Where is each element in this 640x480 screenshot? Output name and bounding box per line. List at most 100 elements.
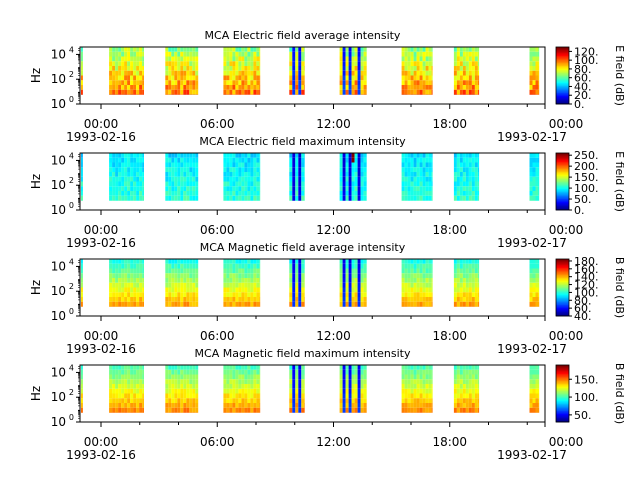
heatmap-cell [195,278,199,283]
heatmap-cell [195,47,199,52]
heatmap-cell [180,259,184,264]
heatmap-cell [465,287,469,293]
heatmap-cell [195,85,199,90]
heatmap-cell [81,365,83,370]
heatmap-cell [195,80,199,86]
heatmap-cell [189,398,193,404]
heatmap-cell [431,282,433,288]
heatmap-cell [465,259,469,264]
heatmap-cell [529,287,533,293]
heatmap-cell [459,186,463,192]
heatmap-cell [250,369,254,375]
heatmap-cell [404,89,408,95]
heatmap-cell [431,268,433,274]
heatmap-cell [130,268,134,274]
heatmap-cell [192,51,196,57]
heatmap-cell [168,282,172,288]
x-date-label: 1993-02-16 [66,130,136,144]
heatmap-cell [357,393,361,399]
heatmap-cell [459,176,463,182]
heatmap-cell [238,153,242,158]
heatmap-cell [177,70,181,76]
colorbar-step [556,200,569,202]
heatmap-cell [192,191,196,196]
heatmap-cell [348,301,352,307]
heatmap-cell [186,369,190,375]
heatmap-cell [168,80,172,86]
heatmap-cell [360,384,364,389]
heatmap-cell [410,181,414,187]
heatmap-cell [535,282,539,288]
heatmap-cell [195,301,199,307]
heatmap-cell [226,273,230,279]
heatmap-cell [121,292,125,298]
heatmap-cell [124,263,128,269]
heatmap-cell [186,278,190,283]
heatmap-cell [474,61,478,67]
heatmap-cell [453,263,457,269]
heatmap-cell [241,365,245,370]
heatmap-cell [247,268,251,274]
heatmap-cell [474,297,478,302]
heatmap-cell [81,393,83,399]
heatmap-cell [226,172,230,177]
heatmap-cell [192,292,196,298]
heatmap-cell [419,282,423,288]
heatmap-cell [431,388,433,394]
heatmap-cell [410,292,414,298]
heatmap-cell [183,407,187,413]
heatmap-cell [124,374,128,380]
x-tick-label: 18:00 [432,223,467,237]
heatmap-cell [256,374,260,380]
heatmap-cell [142,51,144,57]
heatmap-cell [354,273,358,279]
heatmap-cell [174,191,178,196]
heatmap-cell [416,379,420,385]
heatmap-cell [413,278,417,283]
heatmap-cell [348,186,352,192]
heatmap-cell [363,75,367,81]
heatmap-cell [477,75,480,81]
heatmap-cell [401,278,405,283]
heatmap-cell [223,51,227,57]
heatmap-cell [142,292,144,298]
heatmap-cell [404,301,408,307]
heatmap-cell [142,186,144,192]
heatmap-cell [419,186,423,192]
colorbar-step [556,311,569,314]
colorbar-step [556,267,569,270]
heatmap-cell [535,278,539,283]
heatmap-cell [253,268,257,274]
heatmap-cell [256,268,260,274]
heatmap-cell [253,297,257,302]
heatmap-cell [180,157,184,163]
heatmap-cell [130,398,134,404]
heatmap-cell [295,61,299,67]
heatmap-cell [425,398,429,404]
heatmap-cell [136,80,140,86]
heatmap-cell [112,278,116,283]
heatmap-cell [118,369,122,375]
heatmap-cell [407,61,411,67]
heatmap-cell [259,259,261,264]
heatmap-cell [354,365,358,370]
heatmap-cell [419,259,423,264]
heatmap-cell [165,172,169,177]
heatmap-cell [189,153,193,158]
heatmap-cell [413,75,417,81]
heatmap-cell [459,89,463,95]
colorbar-step [556,304,569,307]
colorbar-step [556,164,569,167]
heatmap-cell [229,47,233,52]
heatmap-cell [174,369,178,375]
heatmap-cell [304,369,305,375]
heatmap-cell [357,287,361,293]
heatmap-cell [244,176,248,182]
heatmap-cell [422,89,426,95]
heatmap-cell [177,195,181,201]
heatmap-cell [192,379,196,385]
heatmap-cell [529,273,533,279]
heatmap-cell [247,172,251,177]
heatmap-cell [139,85,143,90]
heatmap-cell [474,181,478,187]
